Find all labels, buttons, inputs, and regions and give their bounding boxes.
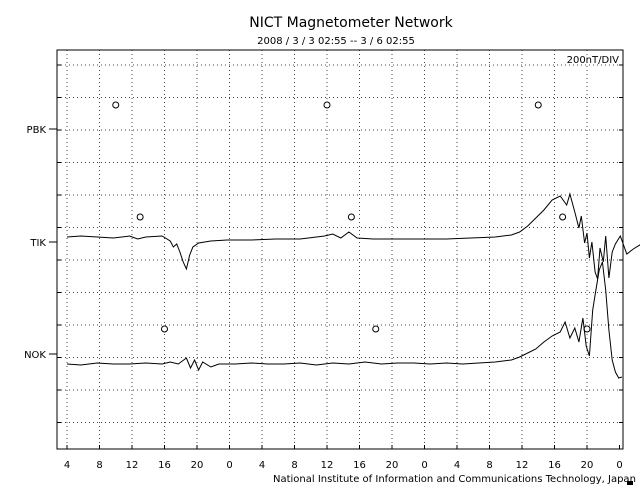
markers: [112, 101, 591, 333]
x-tick-label: 8: [96, 460, 102, 471]
x-tick-label: 16: [158, 460, 171, 471]
x-tick-label: 4: [454, 460, 460, 471]
x-tick-label: 12: [516, 460, 529, 471]
x-tick-label: 0: [226, 460, 232, 471]
x-tick-label: 4: [259, 460, 265, 471]
scale-label: 200nT/DIV: [567, 55, 620, 66]
marker-tik: [347, 213, 355, 221]
corner-mark: [627, 481, 633, 485]
marker-pbk: [323, 101, 331, 109]
station-label-tik: TIK: [29, 238, 46, 249]
marker-pbk: [534, 101, 542, 109]
chart-title: NICT Magnetometer Network: [249, 15, 453, 31]
axis-ticks: [57, 64, 623, 449]
credit-text: National Institute of Information and Co…: [273, 474, 636, 485]
x-tick-label: 8: [486, 460, 492, 471]
x-tick-label: 12: [321, 460, 334, 471]
series-line-tik: [66, 192, 640, 280]
x-tick-label: 12: [126, 460, 139, 471]
station-labels: PBK TIK NOK: [24, 125, 57, 361]
plot-frame: [56, 49, 624, 450]
x-tick-label: 4: [64, 460, 70, 471]
x-tick-label: 20: [386, 460, 399, 471]
marker-nok: [161, 325, 168, 333]
marker-pbk: [112, 101, 120, 109]
x-tick-label: 8: [291, 460, 297, 471]
marker-tik: [559, 213, 567, 221]
x-tick-label: 16: [548, 460, 561, 471]
series-line-nok: [66, 261, 623, 379]
x-tick-label: 0: [616, 460, 622, 471]
x-tick-labels: 4 8 12 16 20 0 4 8 12 16 20 0 4 8 12 16 20 0: [64, 460, 623, 471]
chart-subtitle: 2008 / 3 / 3 02:55 -- 3 / 6 02:55: [257, 36, 415, 47]
grid-lines: [57, 50, 623, 449]
station-label-pbk: PBK: [27, 125, 47, 136]
station-label-nok: NOK: [24, 350, 46, 361]
marker-tik: [136, 213, 144, 221]
marker-nok: [372, 325, 380, 333]
series-lines: [66, 192, 640, 379]
x-tick-label: 0: [421, 460, 427, 471]
x-tick-label: 20: [191, 460, 204, 471]
x-tick-label: 20: [581, 460, 594, 471]
x-tick-label: 16: [353, 460, 366, 471]
